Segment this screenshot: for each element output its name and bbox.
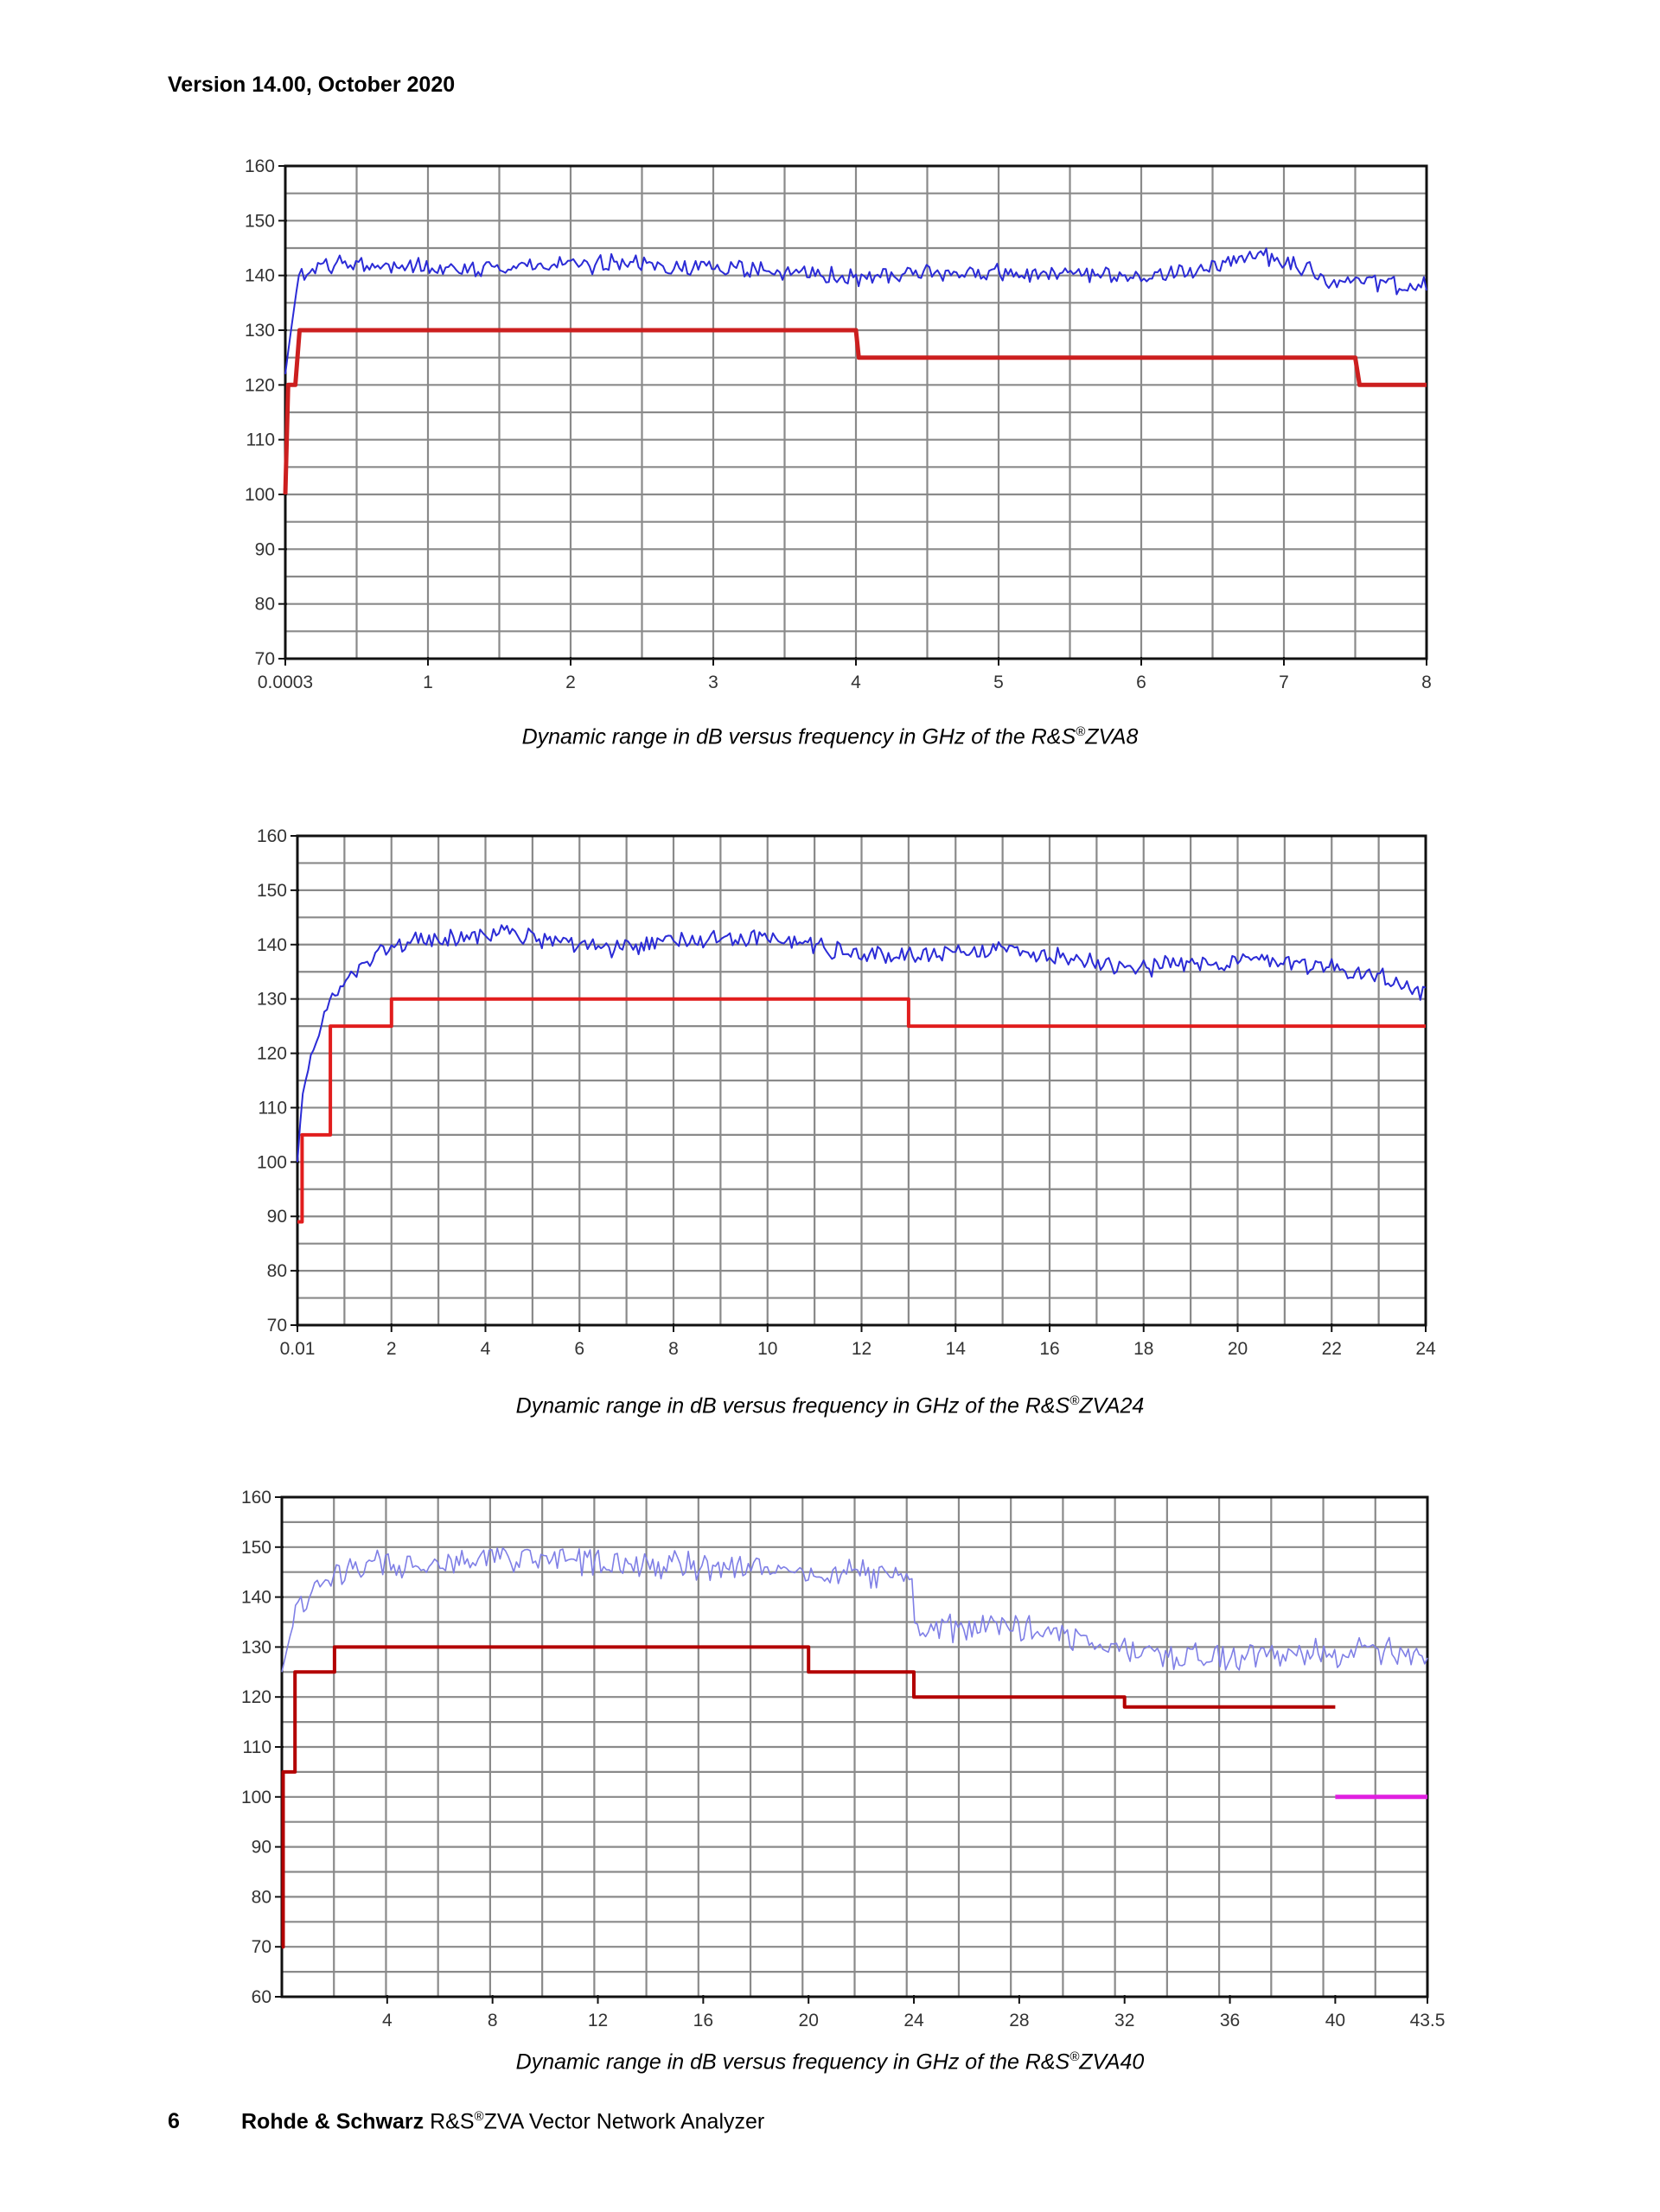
- x-tick-label: 0.01: [280, 1339, 316, 1359]
- x-tick-label: 8: [488, 2011, 498, 2030]
- page-header: Version 14.00, October 2020: [168, 73, 456, 97]
- grid: [297, 836, 1426, 1325]
- x-tick-label: 2: [386, 1339, 397, 1359]
- footer-product: ZVA Vector Network Analyzer: [483, 2109, 765, 2134]
- y-tick-label: 100: [241, 1788, 271, 1807]
- x-tick-label: 24: [1415, 1339, 1436, 1359]
- x-tick-label: 28: [1009, 2011, 1029, 2030]
- y-tick-label: 120: [257, 1044, 287, 1064]
- x-tick-label: 20: [1228, 1339, 1248, 1359]
- y-tick-label: 80: [252, 1887, 271, 1907]
- y-tick-label: 60: [252, 1987, 271, 2007]
- x-tick-label: 36: [1220, 2011, 1240, 2030]
- y-tick-label: 140: [245, 266, 275, 286]
- y-tick-label: 110: [259, 1098, 287, 1118]
- caption-text: Dynamic range in dB versus frequency in …: [515, 2049, 1070, 2075]
- chart-caption-zva24: Dynamic range in dB versus frequency in …: [0, 1393, 1660, 1418]
- y-tick-label: 120: [245, 375, 275, 395]
- caption-model: ZVA40: [1079, 2049, 1145, 2075]
- y-tick-label: 160: [257, 826, 287, 846]
- x-tick-label: 5: [993, 673, 1004, 692]
- footer-brand: R&S: [430, 2109, 475, 2134]
- y-tick-label: 70: [255, 649, 275, 669]
- series-line-measured: [284, 247, 1427, 374]
- x-tick-label: 24: [903, 2011, 924, 2030]
- series-line-measured: [297, 924, 1427, 1163]
- series-line-specified: [283, 328, 1427, 495]
- y-tick-label: 90: [252, 1838, 271, 1858]
- x-tick-label: 22: [1322, 1339, 1342, 1359]
- y-tick-label: 150: [241, 1538, 271, 1558]
- x-tick-label: 32: [1114, 2011, 1134, 2030]
- x-tick-label: 14: [946, 1339, 967, 1359]
- y-tick-label: 160: [245, 156, 275, 176]
- x-tick-label: 0.0003: [258, 673, 313, 692]
- y-tick-label: 130: [241, 1637, 271, 1657]
- x-tick-label: 1: [423, 673, 433, 692]
- y-tick-label: 110: [246, 430, 275, 450]
- footer-company: Rohde & Schwarz: [241, 2109, 425, 2134]
- y-tick-label: 140: [257, 935, 287, 955]
- y-tick-label: 150: [257, 881, 287, 901]
- x-tick-label: 4: [851, 673, 861, 692]
- y-tick-label: 130: [245, 321, 275, 341]
- y-tick-label: 90: [255, 539, 275, 559]
- caption-text: Dynamic range in dB versus frequency in …: [515, 1393, 1070, 1418]
- y-tick-label: 140: [241, 1588, 271, 1608]
- footer-reg-mark: ®: [474, 2109, 484, 2124]
- y-tick-label: 160: [241, 1488, 271, 1508]
- caption-reg-mark: ®: [1069, 1393, 1080, 1408]
- x-tick-label: 43.5: [1410, 2011, 1446, 2030]
- caption-text: Dynamic range in dB versus frequency in …: [521, 724, 1076, 749]
- chart-zva8: 70 80 90 100 110 120 130 140 150 160 0.0003 1 2 3 4 5 6 7…: [245, 156, 1432, 692]
- chart-caption-zva40: Dynamic range in dB versus frequency in …: [0, 2049, 1660, 2075]
- series-line-measured: [281, 1546, 1428, 1673]
- y-tick-label: 70: [267, 1316, 287, 1335]
- page-footer: 6 Rohde & Schwarz R&S®ZVA Vector Network …: [168, 2109, 764, 2134]
- x-tick-label: 18: [1133, 1339, 1153, 1359]
- y-tick-label: 150: [245, 211, 275, 231]
- x-tick-label: 10: [757, 1339, 777, 1359]
- series-line-specified: [281, 1645, 1336, 1949]
- x-tick-label: 20: [799, 2011, 819, 2030]
- x-tick-label: 4: [382, 2011, 393, 2030]
- grid: [285, 166, 1427, 659]
- x-tick-label: 4: [481, 1339, 491, 1359]
- x-tick-label: 40: [1325, 2011, 1345, 2030]
- chart-caption-zva8: Dynamic range in dB versus frequency in …: [0, 724, 1660, 749]
- y-tick-label: 100: [245, 485, 275, 505]
- y-tick-label: 110: [243, 1737, 271, 1757]
- x-tick-label: 6: [1136, 673, 1146, 692]
- x-tick-label: 7: [1279, 673, 1289, 692]
- caption-model: ZVA8: [1085, 724, 1139, 749]
- x-tick-label: 16: [1039, 1339, 1059, 1359]
- caption-reg-mark: ®: [1076, 724, 1086, 739]
- x-tick-label: 6: [574, 1339, 584, 1359]
- x-tick-label: 16: [693, 2011, 713, 2030]
- y-tick-label: 100: [257, 1152, 287, 1172]
- y-tick-label: 130: [257, 990, 287, 1010]
- series-line-specified: [297, 997, 1426, 1224]
- caption-reg-mark: ®: [1069, 2049, 1080, 2064]
- x-tick-label: 12: [588, 2011, 608, 2030]
- caption-model: ZVA24: [1079, 1393, 1145, 1418]
- y-tick-label: 90: [267, 1207, 287, 1227]
- y-tick-label: 120: [241, 1687, 271, 1707]
- page-number: 6: [168, 2109, 180, 2134]
- y-tick-label: 80: [267, 1261, 287, 1281]
- x-tick-label: 2: [565, 673, 576, 692]
- x-tick-label: 3: [708, 673, 718, 692]
- y-tick-label: 70: [252, 1937, 271, 1957]
- y-tick-label: 80: [255, 595, 275, 615]
- grid: [282, 1497, 1427, 1997]
- chart-zva40: 60 70 80 90 100 110 120 130 140 150 160 4 8 12 16 20 24 2…: [241, 1488, 1446, 2030]
- x-tick-label: 8: [668, 1339, 679, 1359]
- x-tick-label: 8: [1421, 673, 1432, 692]
- x-tick-label: 12: [852, 1339, 872, 1359]
